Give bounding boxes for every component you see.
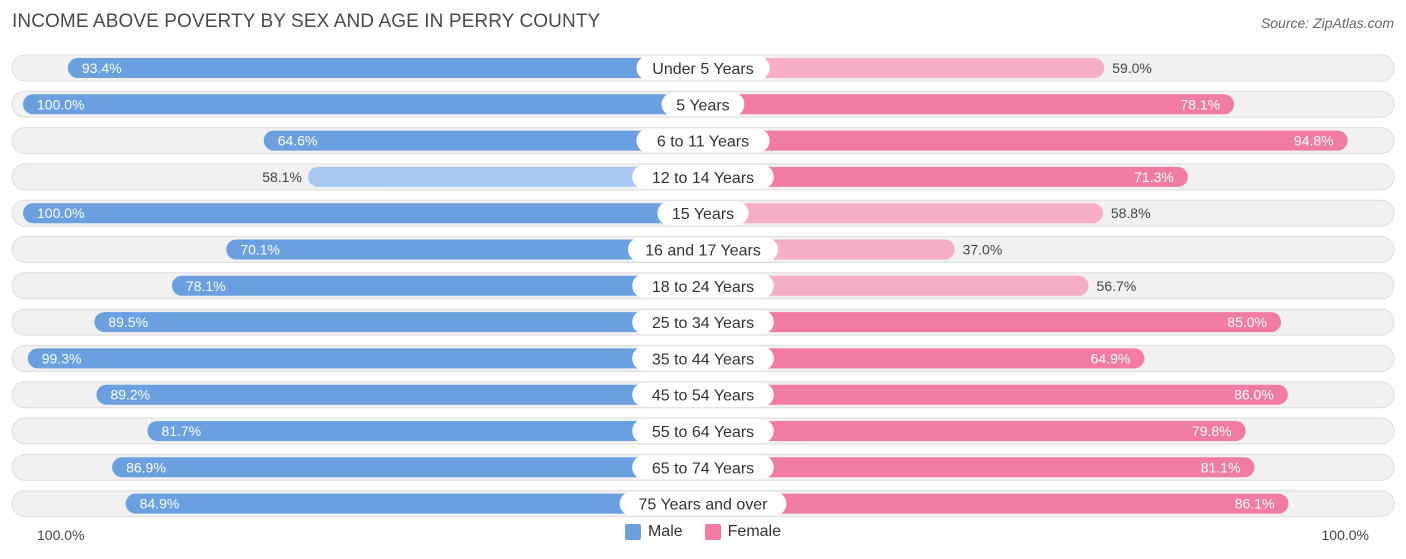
female-value-label-6-to-11-years: 94.8% bbox=[1294, 133, 1334, 149]
legend-label-female: Female bbox=[727, 523, 782, 540]
category-pill-35-to-44-years bbox=[632, 346, 774, 371]
female-bar-75-years-and-over bbox=[703, 493, 1289, 514]
male-value-label-25-to-34-years: 89.5% bbox=[108, 314, 148, 330]
male-value-label-18-to-24-years: 78.1% bbox=[186, 278, 226, 294]
male-value-label-12-to-14-years: 58.1% bbox=[262, 169, 302, 185]
axis-label-left: 100.0% bbox=[37, 527, 85, 543]
male-value-label-5-years: 100.0% bbox=[37, 96, 84, 112]
female-bar-under-5-years bbox=[703, 58, 1105, 78]
male-value-label-65-to-74-years: 86.9% bbox=[126, 459, 166, 475]
category-label-65-to-74-years: 65 to 74 Years bbox=[652, 460, 754, 477]
female-bar-6-to-11-years bbox=[703, 130, 1348, 151]
category-label-45-to-54-years: 45 to 54 Years bbox=[652, 388, 754, 405]
female-bar-45-to-54-years bbox=[703, 384, 1288, 405]
female-value-label-16-and-17-years: 37.0% bbox=[963, 242, 1003, 258]
category-pill-65-to-74-years bbox=[632, 455, 774, 480]
female-value-label-18-to-24-years: 56.7% bbox=[1097, 278, 1137, 294]
category-pill-75-years-and-over bbox=[619, 491, 787, 516]
male-value-label-55-to-64-years: 81.7% bbox=[161, 423, 201, 439]
male-value-label-16-and-17-years: 70.1% bbox=[240, 242, 280, 258]
male-bar-12-to-14-years bbox=[307, 166, 703, 187]
male-bar-45-to-54-years bbox=[96, 384, 703, 405]
male-bar-55-to-64-years bbox=[147, 421, 703, 441]
male-value-label-35-to-44-years: 99.3% bbox=[42, 350, 82, 366]
category-pill-55-to-64-years bbox=[632, 419, 774, 443]
female-bar-25-to-34-years bbox=[703, 312, 1281, 333]
category-pill-45-to-54-years bbox=[632, 382, 774, 407]
male-bar-15-years bbox=[23, 203, 703, 224]
axis-label-right: 100.0% bbox=[1321, 527, 1369, 543]
category-pill-under-5-years bbox=[636, 56, 770, 80]
category-pill-12-to-14-years bbox=[632, 164, 774, 189]
female-bar-18-to-24-years bbox=[703, 275, 1089, 296]
chart-canvas: 93.4% 59.0% Under 5 Years 100.0% 78.1% 5 Year… bbox=[11, 54, 1395, 518]
male-value-label-under-5-years: 93.4% bbox=[82, 60, 122, 76]
female-value-label-12-to-14-years: 71.3% bbox=[1134, 169, 1174, 185]
category-pill-15-years bbox=[657, 201, 749, 226]
category-label-25-to-34-years: 25 to 34 Years bbox=[652, 315, 754, 332]
category-pill-5-years bbox=[661, 92, 745, 117]
category-label-15-years: 15 Years bbox=[672, 206, 734, 223]
male-bar-under-5-years bbox=[67, 58, 703, 78]
male-value-label-45-to-54-years: 89.2% bbox=[110, 387, 150, 403]
male-bar-18-to-24-years bbox=[171, 275, 704, 296]
female-bar-35-to-44-years bbox=[703, 348, 1145, 369]
male-bar-65-to-74-years bbox=[112, 457, 703, 478]
legend-item-female[interactable]: Female bbox=[704, 523, 782, 541]
category-label-12-to-14-years: 12 to 14 Years bbox=[652, 170, 754, 187]
male-value-label-75-years-and-over: 84.9% bbox=[140, 496, 180, 512]
female-value-label-under-5-years: 59.0% bbox=[1112, 60, 1152, 76]
female-bar-55-to-64-years bbox=[703, 421, 1246, 441]
category-pill-25-to-34-years bbox=[632, 310, 774, 335]
category-label-35-to-44-years: 35 to 44 Years bbox=[652, 351, 754, 368]
category-label-under-5-years: Under 5 Years bbox=[652, 61, 753, 78]
male-value-label-6-to-11-years: 64.6% bbox=[278, 133, 318, 149]
female-value-label-15-years: 58.8% bbox=[1111, 205, 1151, 221]
female-value-label-5-years: 78.1% bbox=[1180, 96, 1220, 112]
category-label-16-and-17-years: 16 and 17 Years bbox=[645, 243, 761, 260]
legend-swatch-female bbox=[704, 524, 721, 540]
category-label-55-to-64-years: 55 to 64 Years bbox=[652, 424, 754, 441]
male-bar-16-and-17-years bbox=[226, 239, 703, 260]
category-label-6-to-11-years: 6 to 11 Years bbox=[657, 134, 749, 151]
category-pill-6-to-11-years bbox=[636, 128, 770, 153]
female-bar-12-to-14-years bbox=[703, 166, 1188, 187]
female-value-label-35-to-44-years: 64.9% bbox=[1091, 350, 1131, 366]
female-value-label-25-to-34-years: 85.0% bbox=[1227, 314, 1267, 330]
male-bar-25-to-34-years bbox=[94, 312, 703, 333]
female-value-label-55-to-64-years: 79.8% bbox=[1192, 423, 1232, 439]
female-value-label-45-to-54-years: 86.0% bbox=[1234, 387, 1274, 403]
legend-item-male[interactable]: Male bbox=[624, 523, 683, 541]
legend-swatch-male bbox=[624, 524, 641, 540]
male-bar-5-years bbox=[23, 94, 703, 115]
female-bar-15-years bbox=[703, 203, 1103, 224]
male-bar-35-to-44-years bbox=[27, 348, 703, 369]
category-label-5-years: 5 Years bbox=[676, 97, 729, 114]
female-value-label-75-years-and-over: 86.1% bbox=[1235, 496, 1275, 512]
female-bar-65-to-74-years bbox=[703, 457, 1255, 478]
male-bar-75-years-and-over bbox=[125, 493, 704, 514]
category-label-75-years-and-over: 75 Years and over bbox=[639, 497, 769, 514]
category-label-18-to-24-years: 18 to 24 Years bbox=[652, 279, 754, 296]
female-bar-5-years bbox=[703, 94, 1235, 115]
male-value-label-15-years: 100.0% bbox=[37, 205, 84, 221]
category-pill-18-to-24-years bbox=[632, 273, 774, 298]
source-label: Source: ZipAtlas.com bbox=[1260, 15, 1394, 31]
male-bar-6-to-11-years bbox=[263, 130, 703, 151]
category-pill-16-and-17-years bbox=[628, 237, 778, 262]
female-value-label-65-to-74-years: 81.1% bbox=[1201, 459, 1241, 475]
legend-label-male: Male bbox=[647, 523, 683, 540]
chart-title: INCOME ABOVE POVERTY BY SEX AND AGE IN P… bbox=[12, 11, 601, 32]
legend: Male Female bbox=[0, 523, 1406, 541]
